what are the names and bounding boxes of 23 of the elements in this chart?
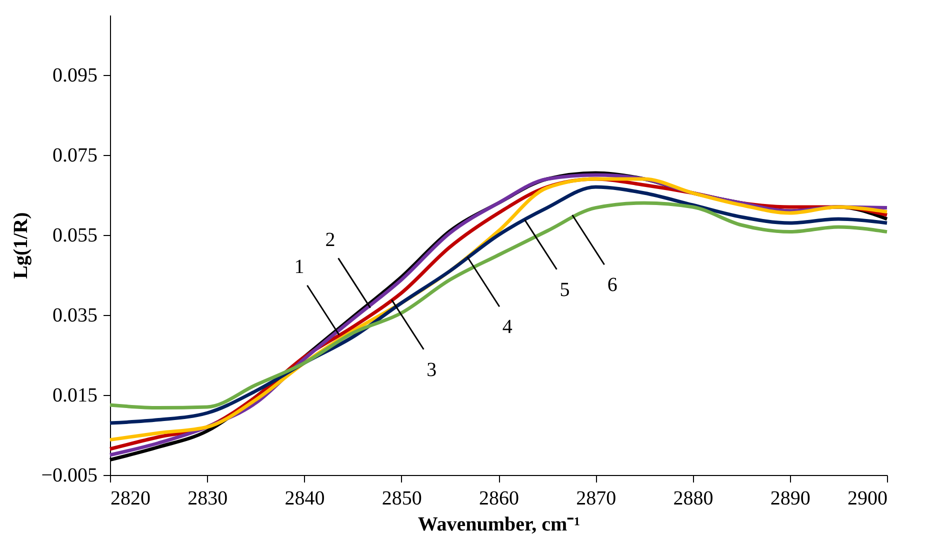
y-tick-label: 0.095 [52,64,98,86]
annotation: 3 [426,358,437,381]
annotation: 5 [560,278,570,301]
x-tick-label: 2890 [770,488,810,510]
x-tick-label: 2820 [110,488,150,510]
y-tick-label: 0.035 [52,304,98,326]
annotation: 4 [502,316,512,338]
y-tick-label: −0.005 [41,464,98,486]
y-tick-label: 0.015 [52,384,98,406]
x-tick-label: 2900 [848,488,888,510]
x-tick-label: 2870 [576,488,616,510]
y-tick-label: 0.055 [52,224,98,246]
x-tick-label: 2840 [284,488,325,510]
annotation: 6 [607,274,618,296]
x-tick-label: 2850 [382,488,422,510]
y-axis-title: Lg(1/R) [10,212,32,279]
y-tick-label: 0.075 [52,144,98,166]
x-tick-label: 2860 [479,488,519,510]
x-tick-label: 2880 [673,488,714,510]
x-tick-label: 2830 [188,488,228,510]
annotation: 2 [325,228,336,251]
annotation: 1 [294,256,304,278]
x-axis-title: Wavenumber, cm⁻¹ [418,514,580,536]
